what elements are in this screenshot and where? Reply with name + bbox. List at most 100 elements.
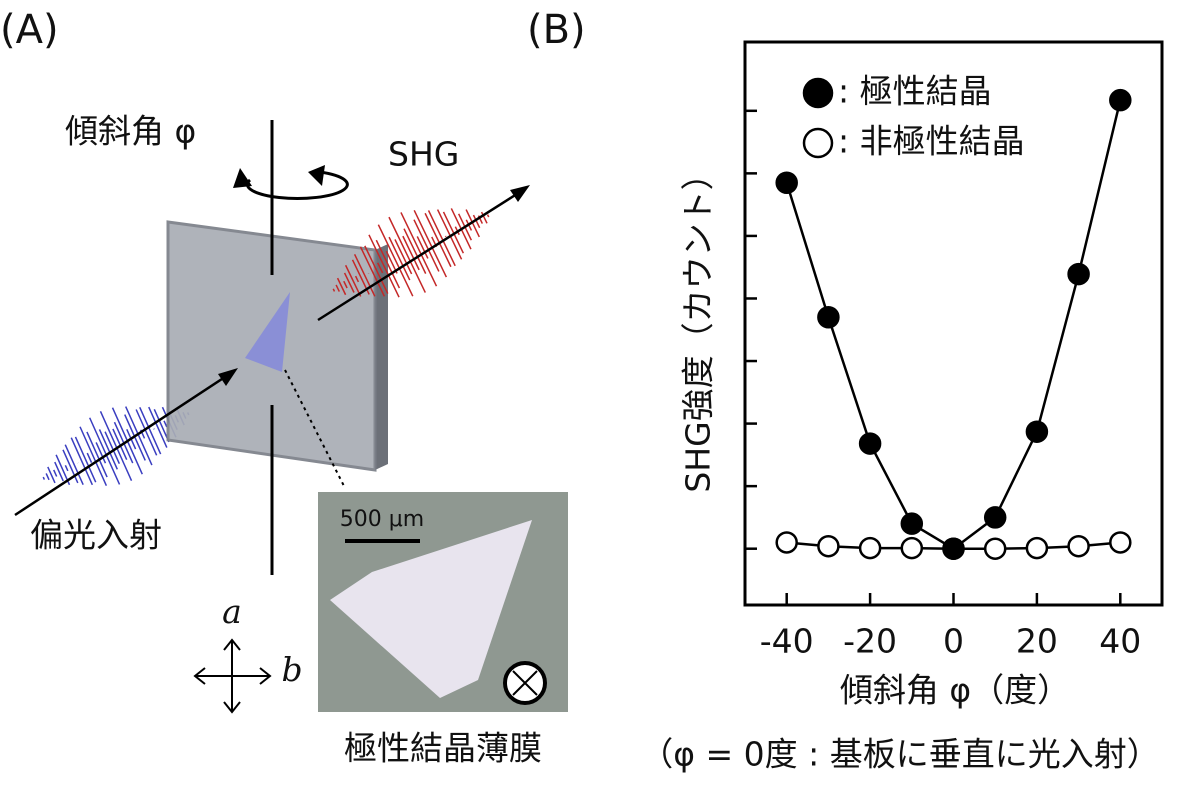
data-point xyxy=(1025,536,1049,560)
wave-line xyxy=(70,437,94,486)
axis-a-label: a xyxy=(222,592,242,631)
wave-line xyxy=(364,245,389,294)
wave-line xyxy=(354,275,360,283)
shg-beam xyxy=(317,190,521,322)
arrow-head xyxy=(510,185,530,202)
wave-line xyxy=(86,431,108,478)
data-point xyxy=(1067,534,1090,558)
wave-line xyxy=(62,449,79,484)
data-point xyxy=(1025,420,1049,443)
wave-line xyxy=(400,212,438,287)
x-tick-label: 0 xyxy=(943,622,964,661)
note: （φ = 0度 : 基板に垂直に光入射） xyxy=(640,735,1160,774)
wave-line xyxy=(368,234,400,298)
legend-marker xyxy=(802,77,834,109)
wave-line xyxy=(377,224,414,297)
wave-line xyxy=(480,211,488,224)
wave-line xyxy=(413,219,440,272)
wave-line xyxy=(99,411,133,481)
wave-line xyxy=(402,235,420,271)
data-point xyxy=(900,536,924,560)
wave-line xyxy=(388,236,411,281)
wave-line xyxy=(388,216,426,293)
axes-icon xyxy=(195,640,270,712)
wave-line xyxy=(427,210,456,267)
wave-line xyxy=(95,442,107,464)
pointer xyxy=(284,369,346,489)
rotation-arrow xyxy=(245,170,349,200)
film-label: 極性結晶薄膜 xyxy=(344,729,542,768)
data-point xyxy=(983,537,1007,560)
data-point xyxy=(1109,88,1132,112)
wave-line xyxy=(139,407,162,455)
input-beam xyxy=(14,373,229,517)
wave-line xyxy=(45,473,50,481)
wave-line xyxy=(343,272,355,293)
film xyxy=(330,520,532,698)
wave-line xyxy=(64,465,69,472)
wave-line xyxy=(148,406,168,448)
legend-label: : 非極性結晶 xyxy=(838,122,1025,161)
scale-label: 500 μm xyxy=(340,507,424,532)
wave-line xyxy=(125,406,153,466)
wave-line xyxy=(442,211,465,254)
wave-line xyxy=(54,461,64,482)
wave-line xyxy=(472,214,481,229)
wave-line xyxy=(335,284,340,292)
wave-line xyxy=(343,280,348,289)
polarizer-icon xyxy=(512,670,538,696)
wave-line xyxy=(375,239,401,289)
wave-line xyxy=(47,466,56,484)
wave-line xyxy=(394,239,413,275)
data-point xyxy=(858,432,882,455)
data-point xyxy=(1067,262,1090,286)
wave-line xyxy=(74,436,97,483)
data-point xyxy=(858,536,882,560)
wave-line xyxy=(64,444,84,486)
wave-line xyxy=(344,264,362,297)
wave-line xyxy=(359,246,386,297)
data-point xyxy=(1109,531,1132,554)
data-point xyxy=(942,537,965,560)
wave-line xyxy=(424,212,452,268)
x-tick-label: -20 xyxy=(843,622,897,661)
data-point xyxy=(775,171,798,194)
wave-line xyxy=(163,420,168,428)
arrow-head xyxy=(233,168,252,188)
wave-line xyxy=(332,288,336,292)
wave-line xyxy=(42,476,46,480)
data-point xyxy=(817,534,840,558)
axes-icon xyxy=(193,638,272,714)
legend-label: : 極性結晶 xyxy=(838,72,992,111)
data-point xyxy=(900,512,924,535)
wave-line xyxy=(436,209,463,260)
diagram xyxy=(14,120,568,714)
wave-line xyxy=(336,277,347,296)
x-tick-label: 40 xyxy=(1099,622,1141,661)
shg-label: SHG xyxy=(388,135,459,174)
x-tick-label: 20 xyxy=(1016,622,1058,661)
wave-line xyxy=(403,228,427,274)
wave-line xyxy=(112,428,128,461)
plate-edge xyxy=(375,244,388,470)
wave-line xyxy=(416,236,429,259)
wave-line xyxy=(88,417,121,485)
wave-line xyxy=(86,452,93,464)
wave-line xyxy=(413,210,448,278)
data-point xyxy=(817,305,840,329)
crystal xyxy=(245,292,290,372)
wave-line xyxy=(353,253,376,297)
input-label: 偏光入射 xyxy=(30,516,162,555)
panel-label: (A) xyxy=(0,7,59,53)
legend-marker xyxy=(802,127,834,159)
data-point xyxy=(983,506,1007,529)
wave-line xyxy=(53,469,58,477)
arrow-head xyxy=(308,165,325,186)
panel-label: (B) xyxy=(527,7,586,53)
wave-line xyxy=(98,429,118,470)
arrow-head xyxy=(218,368,238,386)
x-tick-label: -40 xyxy=(760,622,814,661)
wave-line xyxy=(153,408,170,443)
wave-line xyxy=(486,214,490,218)
